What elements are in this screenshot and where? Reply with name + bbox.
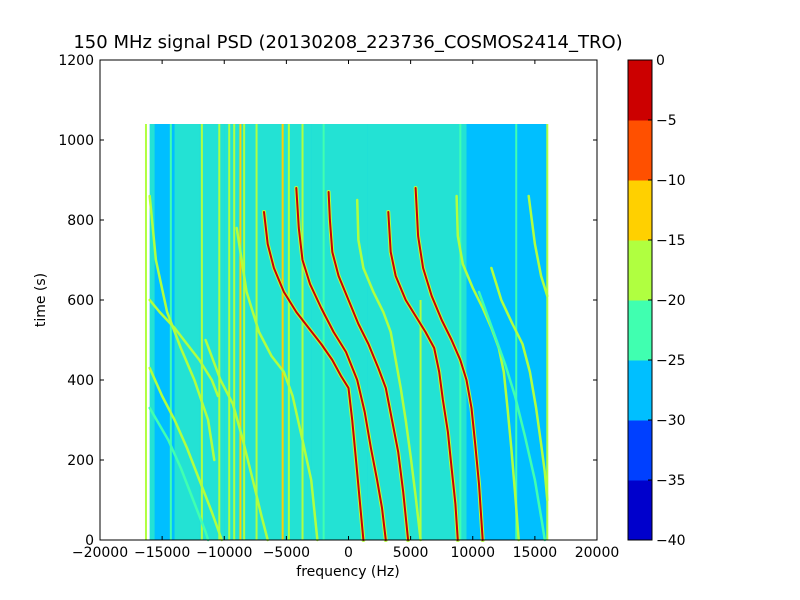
colorbar-tick-label: −25 bbox=[656, 353, 686, 369]
signal-track bbox=[295, 187, 387, 541]
x-axis-label: frequency (Hz) bbox=[296, 564, 399, 580]
colorbar-tick-label: −5 bbox=[656, 113, 677, 129]
signal-track bbox=[235, 226, 319, 542]
x-axis: −20000 −15000 −10000 −5000 0 5000 10000 15000 20… bbox=[72, 60, 619, 561]
colorbar-tick-label: −20 bbox=[656, 293, 686, 309]
colorbar-segment bbox=[628, 180, 652, 241]
y-tick-label: 800 bbox=[67, 213, 94, 229]
colorbar: −40 −35 −30 −25 −20 −15 −10 −5 0 bbox=[627, 53, 686, 549]
y-axis: 0 200 400 600 800 1000 1200 bbox=[58, 53, 597, 549]
y-tick-label: 0 bbox=[85, 533, 94, 549]
x-tick-label: 15000 bbox=[513, 545, 558, 561]
colorbar-segment bbox=[628, 480, 652, 541]
x-tick-label: −20000 bbox=[72, 545, 128, 561]
colorbar-tick-label: −10 bbox=[656, 173, 686, 189]
colorbar-tick-label: −15 bbox=[656, 233, 686, 249]
signal-track bbox=[263, 211, 365, 541]
y-tick-label: 400 bbox=[67, 373, 94, 389]
x-tick-label: −15000 bbox=[134, 545, 190, 561]
signal-track bbox=[148, 406, 210, 542]
colorbar-segment bbox=[628, 360, 652, 421]
signal-track bbox=[527, 194, 549, 298]
signal-track bbox=[327, 191, 410, 541]
plot-area bbox=[99, 59, 598, 542]
colorbar-segment bbox=[628, 420, 652, 481]
signal-track bbox=[477, 290, 547, 542]
colorbar-segment bbox=[628, 300, 652, 361]
heatmap-band bbox=[149, 124, 155, 540]
chart-title: 150 MHz signal PSD (20130208_223736_COSM… bbox=[73, 32, 622, 53]
colorbar-segment bbox=[628, 240, 652, 301]
y-tick-label: 200 bbox=[67, 453, 94, 469]
heatmap-band bbox=[154, 124, 175, 540]
x-tick-label: 5000 bbox=[393, 545, 429, 561]
signal-track bbox=[414, 187, 484, 541]
heatmap-band bbox=[224, 124, 312, 540]
colorbar-segment bbox=[628, 120, 652, 181]
y-axis-label: time (s) bbox=[33, 273, 49, 327]
colorbar-tick-label: −35 bbox=[656, 473, 686, 489]
x-tick-label: 0 bbox=[344, 545, 353, 561]
colorbar-tick-label: 0 bbox=[656, 53, 665, 69]
colorbar-tick-label: −30 bbox=[656, 413, 686, 429]
signal-track bbox=[148, 194, 216, 462]
colorbar-segment bbox=[628, 60, 652, 121]
signal-track bbox=[355, 198, 422, 542]
signal-track bbox=[148, 366, 224, 542]
x-tick-label: 20000 bbox=[575, 545, 620, 561]
x-tick-label: 10000 bbox=[450, 545, 495, 561]
y-tick-label: 600 bbox=[67, 293, 94, 309]
signal-track bbox=[490, 266, 549, 502]
x-tick-label: −5000 bbox=[263, 545, 310, 561]
y-tick-label: 1200 bbox=[58, 53, 94, 69]
signal-track bbox=[148, 298, 220, 398]
y-tick-label: 1000 bbox=[58, 133, 94, 149]
x-tick-label: −10000 bbox=[196, 545, 252, 561]
heatmap-band bbox=[199, 124, 225, 540]
signal-track bbox=[204, 338, 269, 542]
signal-track bbox=[387, 211, 459, 541]
colorbar-tick-label: −40 bbox=[656, 533, 686, 549]
